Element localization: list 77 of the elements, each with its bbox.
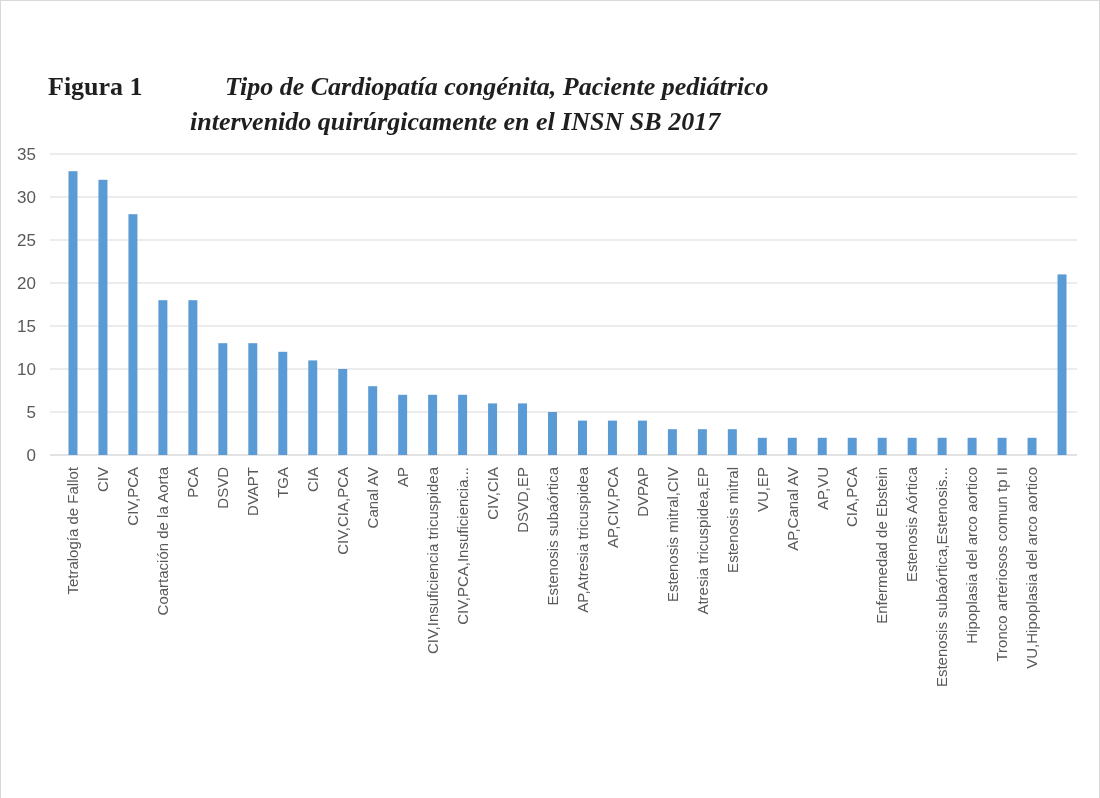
y-tick-label: 20 (17, 273, 36, 293)
x-tick-label: AP,Atresia tricuspidea (573, 466, 591, 613)
x-tick-label: Estenosis mitral (723, 467, 741, 573)
chart-subtitle: Tipo de Cardiopatía congénita, Paciente pediátrico intervenido quirúrgicamente en el INSN SB 2017 (190, 72, 769, 136)
x-tick-label: CIV,CIA,PCA (333, 467, 351, 555)
x-tick-label: TGA (274, 467, 292, 498)
x-tick-label: AP,VU (813, 467, 831, 511)
bar (548, 412, 558, 455)
bar (338, 369, 348, 455)
x-tick-label: DSVD (214, 466, 232, 509)
x-tick-label: Coartación de la Aorta (154, 466, 172, 616)
bar (68, 171, 78, 455)
bar (488, 403, 498, 455)
bar (158, 300, 168, 455)
x-tick-label: AP,CIV,PCA (603, 467, 621, 548)
x-tick-label: DSVD,EP (513, 467, 531, 533)
x-tick-label: AP,Canal AV (783, 467, 801, 551)
bar (637, 420, 647, 455)
x-tick-label: Tronco arteriosos comun tp II (993, 467, 1011, 662)
y-tick-label: 5 (26, 402, 36, 422)
x-tick-label: VU,Hipoplasia del arco aortico (1023, 467, 1041, 669)
bar (577, 420, 587, 455)
y-tick-label: 35 (17, 144, 36, 164)
bar (1057, 274, 1067, 455)
bar (907, 437, 917, 455)
bar (847, 437, 857, 455)
bar (428, 394, 438, 455)
bar (368, 386, 378, 455)
x-tick-label: Estenosis mitral,CIV (663, 467, 681, 603)
bar (667, 429, 677, 455)
x-tick-label: CIV,PCA,Insuficiencia... (453, 467, 471, 625)
bar (967, 437, 977, 455)
x-tick-label: PCA (184, 467, 202, 498)
chart-title: Figura 1 (48, 72, 143, 101)
bar (518, 403, 528, 455)
bar (787, 437, 797, 455)
bar (817, 437, 827, 455)
y-tick-label: 0 (26, 445, 36, 465)
bar (757, 437, 767, 455)
x-tick-label: CIV,Insuficiencia tricuspidea (423, 466, 441, 655)
x-tick-label: Estenosis subaórtica,Estenosis... (933, 467, 951, 688)
x-tick-label: Enfermedad de Ebstein (873, 467, 891, 624)
bar (128, 214, 138, 455)
bar (458, 394, 468, 455)
bar (98, 179, 108, 455)
bar (877, 437, 887, 455)
x-tick-label: CIA (304, 467, 321, 493)
x-tick-label: Hipoplasia del arco aortico (963, 467, 981, 644)
x-tick-label: CIA,PCA (843, 467, 861, 528)
x-tick-label: AP (393, 467, 411, 488)
x-tick-label: CIV,PCA (124, 467, 142, 526)
bar (188, 300, 198, 455)
bar (308, 360, 318, 455)
bar (218, 343, 228, 455)
bar (248, 343, 258, 455)
bar (1027, 437, 1037, 455)
x-tick-label: Canal AV (363, 467, 381, 529)
x-tick-label: DVPAP (633, 467, 651, 517)
x-tick-label: Atresia tricuspidea,EP (693, 467, 711, 615)
bar (727, 429, 737, 455)
bar (697, 429, 707, 455)
x-tick-label: Estenosis subaórtica (543, 466, 561, 606)
bar (278, 351, 288, 455)
x-tick-label: Estenosis Aórtica (903, 466, 921, 583)
x-tick-label: CIV (94, 467, 112, 493)
x-tick-label: CIV,CIA (483, 467, 501, 520)
y-tick-label: 15 (17, 316, 36, 336)
bar (997, 437, 1007, 455)
bar (937, 437, 947, 455)
x-tick-label: VU,EP (753, 467, 771, 513)
y-tick-label: 10 (17, 359, 36, 379)
x-tick-label: Tetralogía de Fallot (64, 466, 82, 595)
x-tick-label: DVAPT (244, 467, 262, 516)
bar (607, 420, 617, 455)
bar (398, 394, 408, 455)
y-tick-label: 25 (17, 230, 36, 250)
y-tick-label: 30 (17, 187, 36, 207)
